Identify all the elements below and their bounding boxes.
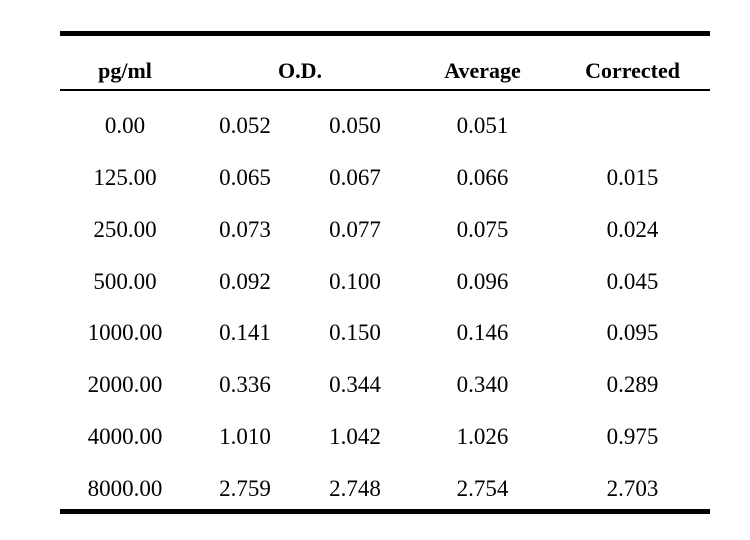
table-row: 4000.00 1.010 1.042 1.026 0.975 bbox=[60, 422, 710, 452]
cell-od-1: 0.065 bbox=[219, 165, 271, 190]
table-row: 250.00 0.073 0.077 0.075 0.024 bbox=[60, 215, 710, 245]
standard-curve-table: pg/ml O.D. Average Corrected 0.00 0.052 … bbox=[60, 0, 710, 540]
cell-od-1: 0.141 bbox=[219, 320, 271, 345]
header-concentration: pg/ml bbox=[98, 58, 152, 83]
cell-corrected: 0.015 bbox=[606, 165, 659, 190]
table-header-row: pg/ml O.D. Average Corrected bbox=[60, 56, 710, 86]
cell-average: 1.026 bbox=[456, 424, 509, 449]
cell-corrected: 0.975 bbox=[606, 424, 659, 449]
cell-corrected: 0.024 bbox=[606, 217, 659, 242]
cell-average: 0.066 bbox=[456, 165, 509, 190]
table-row: 125.00 0.065 0.067 0.066 0.015 bbox=[60, 163, 710, 193]
header-average: Average bbox=[444, 58, 521, 83]
cell-od-1: 0.052 bbox=[219, 113, 271, 138]
cell-corrected bbox=[570, 111, 695, 141]
table-header-rule bbox=[60, 89, 710, 91]
table-bottom-rule bbox=[60, 509, 710, 514]
table-row: 1000.00 0.141 0.150 0.146 0.095 bbox=[60, 318, 710, 348]
cell-od-2: 0.344 bbox=[329, 372, 381, 397]
cell-average: 2.754 bbox=[456, 476, 509, 501]
cell-od-2: 0.077 bbox=[329, 217, 381, 242]
table-row: 500.00 0.092 0.100 0.096 0.045 bbox=[60, 267, 710, 297]
cell-average: 0.051 bbox=[456, 113, 509, 138]
cell-od-2: 0.150 bbox=[329, 320, 381, 345]
cell-corrected: 2.703 bbox=[606, 476, 659, 501]
cell-concentration: 500.00 bbox=[93, 269, 157, 294]
cell-average: 0.340 bbox=[456, 372, 509, 397]
header-corrected: Corrected bbox=[585, 58, 680, 83]
cell-concentration: 4000.00 bbox=[87, 424, 163, 449]
cell-corrected: 0.045 bbox=[606, 269, 659, 294]
cell-concentration: 250.00 bbox=[93, 217, 157, 242]
header-od: O.D. bbox=[278, 58, 322, 83]
cell-concentration: 8000.00 bbox=[87, 476, 163, 501]
cell-average: 0.096 bbox=[456, 269, 509, 294]
cell-corrected: 0.095 bbox=[606, 320, 659, 345]
cell-concentration: 1000.00 bbox=[87, 320, 163, 345]
cell-od-1: 0.073 bbox=[219, 217, 271, 242]
cell-od-2: 0.100 bbox=[329, 269, 381, 294]
cell-concentration: 2000.00 bbox=[87, 372, 163, 397]
cell-od-2: 0.050 bbox=[329, 113, 381, 138]
cell-od-1: 1.010 bbox=[219, 424, 271, 449]
table-row: 2000.00 0.336 0.344 0.340 0.289 bbox=[60, 370, 710, 400]
table-row: 8000.00 2.759 2.748 2.754 2.703 bbox=[60, 474, 710, 504]
cell-average: 0.075 bbox=[456, 217, 509, 242]
table-top-rule bbox=[60, 31, 710, 36]
cell-corrected: 0.289 bbox=[606, 372, 659, 397]
cell-od-2: 2.748 bbox=[329, 476, 381, 501]
cell-od-2: 1.042 bbox=[329, 424, 381, 449]
cell-od-2: 0.067 bbox=[329, 165, 381, 190]
cell-od-1: 0.092 bbox=[219, 269, 271, 294]
cell-concentration: 125.00 bbox=[93, 165, 157, 190]
cell-od-1: 0.336 bbox=[219, 372, 271, 397]
cell-concentration: 0.00 bbox=[104, 113, 146, 138]
table-row: 0.00 0.052 0.050 0.051 bbox=[60, 111, 710, 141]
cell-average: 0.146 bbox=[456, 320, 509, 345]
cell-od-1: 2.759 bbox=[219, 476, 271, 501]
